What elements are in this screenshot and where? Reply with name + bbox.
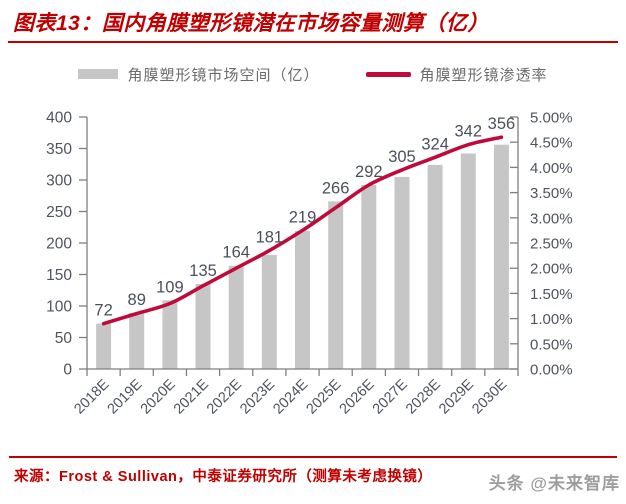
bar-value-label: 324 bbox=[421, 135, 449, 153]
watermark-text: 头条 @未来智库 bbox=[488, 474, 620, 493]
left-tick-label: 200 bbox=[46, 236, 72, 253]
right-tick-label: 3.50% bbox=[530, 185, 573, 202]
right-tick-label: 4.00% bbox=[530, 160, 573, 177]
bar-value-label: 109 bbox=[156, 278, 184, 296]
left-tick-label: 300 bbox=[46, 173, 72, 190]
bar-value-label: 72 bbox=[94, 302, 112, 320]
x-tick-label: 2021E bbox=[171, 376, 212, 417]
right-tick-label: 2.00% bbox=[530, 261, 573, 278]
x-tick-label: 2029E bbox=[436, 376, 477, 417]
left-tick-label: 50 bbox=[55, 330, 73, 347]
bar-value-label: 164 bbox=[222, 244, 250, 262]
bar-series-swatch-icon bbox=[78, 69, 119, 79]
chart-area: 0 50 100 150 200 250 300 350 400 0.00% 0.50% 1.00% 1… bbox=[0, 95, 626, 447]
right-tick-label: 3.00% bbox=[530, 210, 573, 227]
left-tick-label: 350 bbox=[46, 141, 72, 158]
right-tick-label: 0.00% bbox=[530, 362, 573, 379]
bar-value-label: 181 bbox=[256, 229, 284, 247]
legend-item-penetration: 角膜塑形镜渗透率 bbox=[365, 64, 548, 85]
bar-2027E bbox=[394, 176, 410, 369]
chart-svg: 0 50 100 150 200 250 300 350 400 0.00% 0.50% 1.00% 1… bbox=[46, 110, 573, 418]
bar-2023E bbox=[261, 255, 277, 369]
bar-2029E bbox=[460, 153, 476, 369]
bar-2018E bbox=[96, 323, 112, 369]
x-tick-label: 2027E bbox=[370, 376, 411, 417]
chart-legend: 角膜塑形镜市场空间（亿） 角膜塑形镜渗透率 bbox=[0, 61, 626, 87]
source-note: 来源：Frost & Sullivan，中泰证券研究所（测算未考虑换镜） bbox=[14, 469, 433, 485]
bar-value-label: 342 bbox=[455, 123, 483, 141]
legend-item-market-space: 角膜塑形镜市场空间（亿） bbox=[78, 64, 319, 85]
legend-label-penetration: 角膜塑形镜渗透率 bbox=[419, 66, 548, 84]
x-tick-label: 2022E bbox=[204, 376, 245, 417]
right-tick-label: 0.50% bbox=[530, 336, 573, 353]
bar-2019E bbox=[129, 312, 145, 369]
bar-2025E bbox=[328, 201, 344, 369]
bar-value-label: 305 bbox=[388, 148, 416, 166]
bar-value-label: 135 bbox=[189, 262, 217, 280]
left-tick-label: 250 bbox=[46, 204, 72, 221]
bar-2020E bbox=[162, 300, 178, 369]
bar-value-label: 219 bbox=[289, 208, 317, 226]
bar-value-label: 266 bbox=[322, 179, 350, 197]
bar-value-label: 89 bbox=[128, 291, 146, 309]
x-tick-label: 2026E bbox=[337, 376, 378, 417]
legend-label-market-space: 角膜塑形镜市场空间（亿） bbox=[127, 66, 320, 84]
bar-2030E bbox=[493, 144, 509, 369]
footer-divider bbox=[9, 456, 617, 458]
right-tick-label: 4.50% bbox=[530, 135, 573, 152]
x-tick-label: 2024E bbox=[270, 376, 311, 417]
left-tick-label: 100 bbox=[46, 299, 72, 316]
left-tick-label: 0 bbox=[63, 362, 72, 379]
bar-2021E bbox=[195, 283, 211, 369]
bar-2028E bbox=[427, 164, 443, 369]
left-tick-label: 400 bbox=[46, 110, 72, 127]
figure-title: 图表13：国内角膜塑形镜潜在市场容量测算（亿） bbox=[13, 12, 489, 35]
title-underline bbox=[8, 41, 618, 43]
penetration-rate-line bbox=[101, 135, 504, 326]
x-tick-label: 2018E bbox=[71, 376, 112, 417]
right-tick-label: 2.50% bbox=[530, 236, 573, 253]
bar-value-label: 292 bbox=[355, 163, 383, 181]
right-tick-label: 5.00% bbox=[530, 110, 573, 127]
x-tick-label: 2030E bbox=[469, 376, 510, 417]
x-tick-label: 2028E bbox=[403, 376, 444, 417]
x-tick-label: 2019E bbox=[105, 376, 146, 417]
x-tick-label: 2020E bbox=[138, 376, 179, 417]
bar-2022E bbox=[228, 265, 244, 369]
bar-value-label: 356 bbox=[488, 115, 516, 133]
bar-2024E bbox=[295, 231, 310, 369]
right-tick-label: 1.50% bbox=[530, 286, 573, 303]
x-tick-label: 2025E bbox=[304, 376, 345, 417]
line-series-swatch-icon bbox=[365, 71, 411, 77]
x-tick-label: 2023E bbox=[237, 376, 278, 417]
right-tick-label: 1.00% bbox=[530, 311, 573, 328]
left-tick-label: 150 bbox=[46, 267, 72, 284]
bar-2026E bbox=[361, 185, 377, 369]
